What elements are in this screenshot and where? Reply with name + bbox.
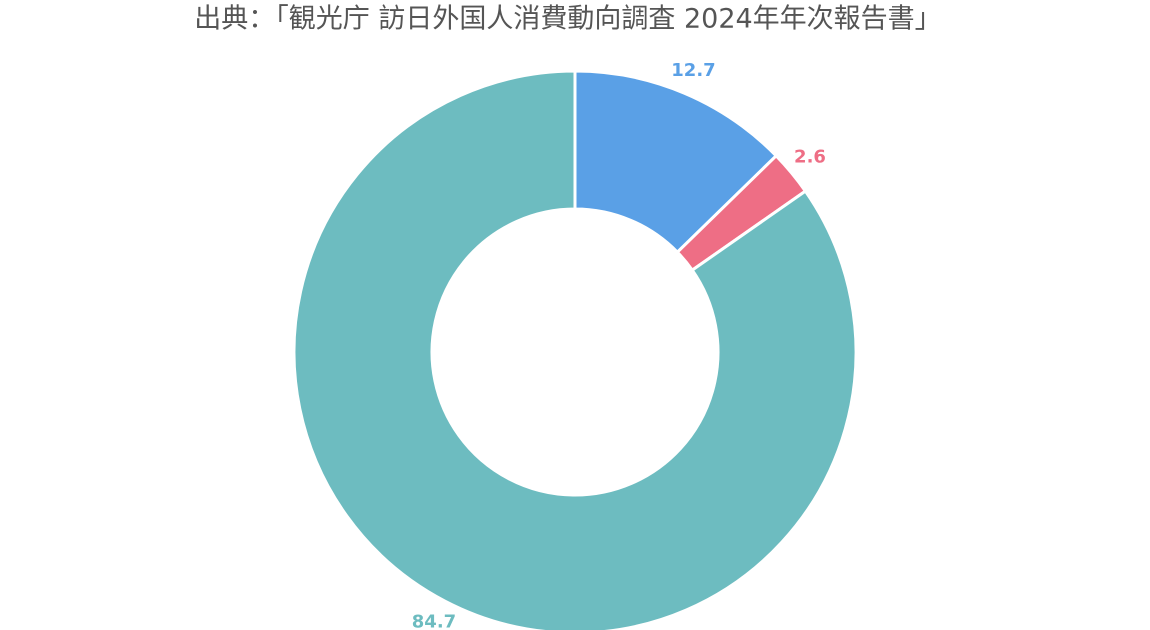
chart-title: 出典：「観光庁 訪日外国人消費動向調査 2024年年次報告書」 xyxy=(194,4,941,35)
donut-slice xyxy=(292,69,858,630)
value-label: 2.6 xyxy=(794,147,826,168)
donut-slice xyxy=(573,69,779,255)
value-label: 84.7 xyxy=(412,611,456,630)
value-label: 12.7 xyxy=(671,60,715,81)
